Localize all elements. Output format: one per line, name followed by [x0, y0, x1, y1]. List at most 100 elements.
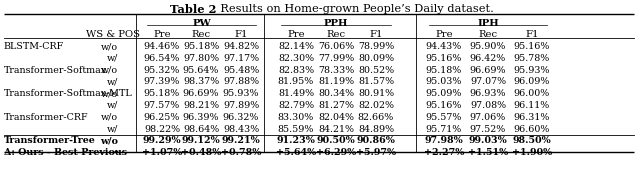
Text: 95.18%: 95.18% — [183, 42, 219, 51]
Text: 96.11%: 96.11% — [514, 101, 550, 110]
Text: WS & POS: WS & POS — [86, 30, 140, 39]
Text: 95.16%: 95.16% — [426, 101, 462, 110]
Text: 96.39%: 96.39% — [183, 113, 220, 122]
Text: 95.93%: 95.93% — [223, 89, 259, 98]
Text: w/o: w/o — [101, 42, 118, 51]
Text: Pre: Pre — [435, 30, 453, 39]
Text: 78.33%: 78.33% — [318, 66, 354, 75]
Text: +1.07%: +1.07% — [142, 148, 182, 157]
Text: 85.59%: 85.59% — [278, 125, 314, 134]
Text: 81.95%: 81.95% — [278, 77, 314, 86]
Text: 97.52%: 97.52% — [470, 125, 506, 134]
Text: 82.30%: 82.30% — [278, 54, 314, 63]
Text: w/: w/ — [107, 125, 118, 134]
Text: Table 2: Table 2 — [170, 4, 216, 15]
Text: w/: w/ — [107, 54, 118, 63]
Text: IPH: IPH — [477, 19, 499, 28]
Text: 95.16%: 95.16% — [426, 54, 462, 63]
Text: 95.57%: 95.57% — [426, 113, 462, 122]
Text: +5.64%: +5.64% — [276, 148, 316, 157]
Text: 96.09%: 96.09% — [514, 77, 550, 86]
Text: 82.79%: 82.79% — [278, 101, 314, 110]
Text: w/o: w/o — [101, 89, 118, 98]
Text: 96.69%: 96.69% — [183, 89, 220, 98]
Text: 80.91%: 80.91% — [358, 89, 394, 98]
Text: 97.80%: 97.80% — [183, 54, 219, 63]
Text: 98.37%: 98.37% — [183, 77, 219, 86]
Text: 82.14%: 82.14% — [278, 42, 314, 51]
Text: w/: w/ — [107, 101, 118, 110]
Text: PW: PW — [192, 19, 211, 28]
Text: 99.12%: 99.12% — [182, 136, 220, 145]
Text: 96.32%: 96.32% — [223, 113, 259, 122]
Text: 90.50%: 90.50% — [317, 136, 355, 145]
Text: 95.32%: 95.32% — [144, 66, 180, 75]
Text: 97.07%: 97.07% — [470, 77, 506, 86]
Text: 80.34%: 80.34% — [318, 89, 354, 98]
Text: 95.64%: 95.64% — [183, 66, 219, 75]
Text: Pre: Pre — [153, 30, 171, 39]
Text: w/: w/ — [107, 77, 118, 86]
Text: 82.02%: 82.02% — [358, 101, 394, 110]
Text: . Results on Home-grown People’s Daily dataset.: . Results on Home-grown People’s Daily d… — [213, 4, 494, 14]
Text: 91.23%: 91.23% — [276, 136, 316, 145]
Text: 95.18%: 95.18% — [426, 66, 462, 75]
Text: Rec: Rec — [326, 30, 346, 39]
Text: 95.03%: 95.03% — [426, 77, 462, 86]
Text: 94.82%: 94.82% — [223, 42, 259, 51]
Text: 76.06%: 76.06% — [318, 42, 354, 51]
Text: 81.19%: 81.19% — [318, 77, 354, 86]
Text: 80.52%: 80.52% — [358, 66, 394, 75]
Text: 80.09%: 80.09% — [358, 54, 394, 63]
Text: 97.89%: 97.89% — [223, 101, 259, 110]
Text: Transformer-Tree: Transformer-Tree — [4, 136, 96, 145]
Text: 95.18%: 95.18% — [144, 89, 180, 98]
Text: Transformer-Softmax: Transformer-Softmax — [4, 66, 107, 75]
Text: 95.71%: 95.71% — [426, 125, 462, 134]
Text: w/o: w/o — [101, 113, 118, 122]
Text: 97.88%: 97.88% — [223, 77, 259, 86]
Text: F1: F1 — [234, 30, 248, 39]
Text: 96.00%: 96.00% — [514, 89, 550, 98]
Text: 94.46%: 94.46% — [144, 42, 180, 51]
Text: 81.57%: 81.57% — [358, 77, 394, 86]
Text: 81.49%: 81.49% — [278, 89, 314, 98]
Text: 98.64%: 98.64% — [183, 125, 219, 134]
Text: Rec: Rec — [191, 30, 211, 39]
Text: 99.29%: 99.29% — [143, 136, 181, 145]
Text: 83.30%: 83.30% — [278, 113, 314, 122]
Text: 82.66%: 82.66% — [358, 113, 394, 122]
Text: Rec: Rec — [479, 30, 497, 39]
Text: Transformer-Softmax-MTL: Transformer-Softmax-MTL — [4, 89, 132, 98]
Text: 96.93%: 96.93% — [470, 89, 506, 98]
Text: 97.98%: 97.98% — [424, 136, 463, 145]
Text: 94.43%: 94.43% — [426, 42, 462, 51]
Text: 96.42%: 96.42% — [470, 54, 506, 63]
Text: +6.29%: +6.29% — [316, 148, 356, 157]
Text: BLSTM-CRF: BLSTM-CRF — [4, 42, 64, 51]
Text: F1: F1 — [369, 30, 383, 39]
Text: 81.27%: 81.27% — [318, 101, 354, 110]
Text: +0.78%: +0.78% — [221, 148, 261, 157]
Text: 97.06%: 97.06% — [470, 113, 506, 122]
Text: +1.51%: +1.51% — [468, 148, 508, 157]
Text: 84.21%: 84.21% — [318, 125, 354, 134]
Text: 78.99%: 78.99% — [358, 42, 394, 51]
Text: 97.17%: 97.17% — [223, 54, 259, 63]
Text: Δ: Ours - Best Previous: Δ: Ours - Best Previous — [4, 148, 127, 157]
Text: Transformer-CRF: Transformer-CRF — [4, 113, 88, 122]
Text: 95.09%: 95.09% — [426, 89, 462, 98]
Text: 77.99%: 77.99% — [318, 54, 354, 63]
Text: 95.78%: 95.78% — [514, 54, 550, 63]
Text: 96.25%: 96.25% — [144, 113, 180, 122]
Text: 98.50%: 98.50% — [513, 136, 552, 145]
Text: +2.27%: +2.27% — [424, 148, 464, 157]
Text: 95.90%: 95.90% — [470, 42, 506, 51]
Text: 97.39%: 97.39% — [144, 77, 180, 86]
Text: PPH: PPH — [324, 19, 348, 28]
Text: 90.86%: 90.86% — [356, 136, 396, 145]
Text: 99.21%: 99.21% — [221, 136, 260, 145]
Text: 96.31%: 96.31% — [514, 113, 550, 122]
Text: +1.90%: +1.90% — [512, 148, 552, 157]
Text: 84.89%: 84.89% — [358, 125, 394, 134]
